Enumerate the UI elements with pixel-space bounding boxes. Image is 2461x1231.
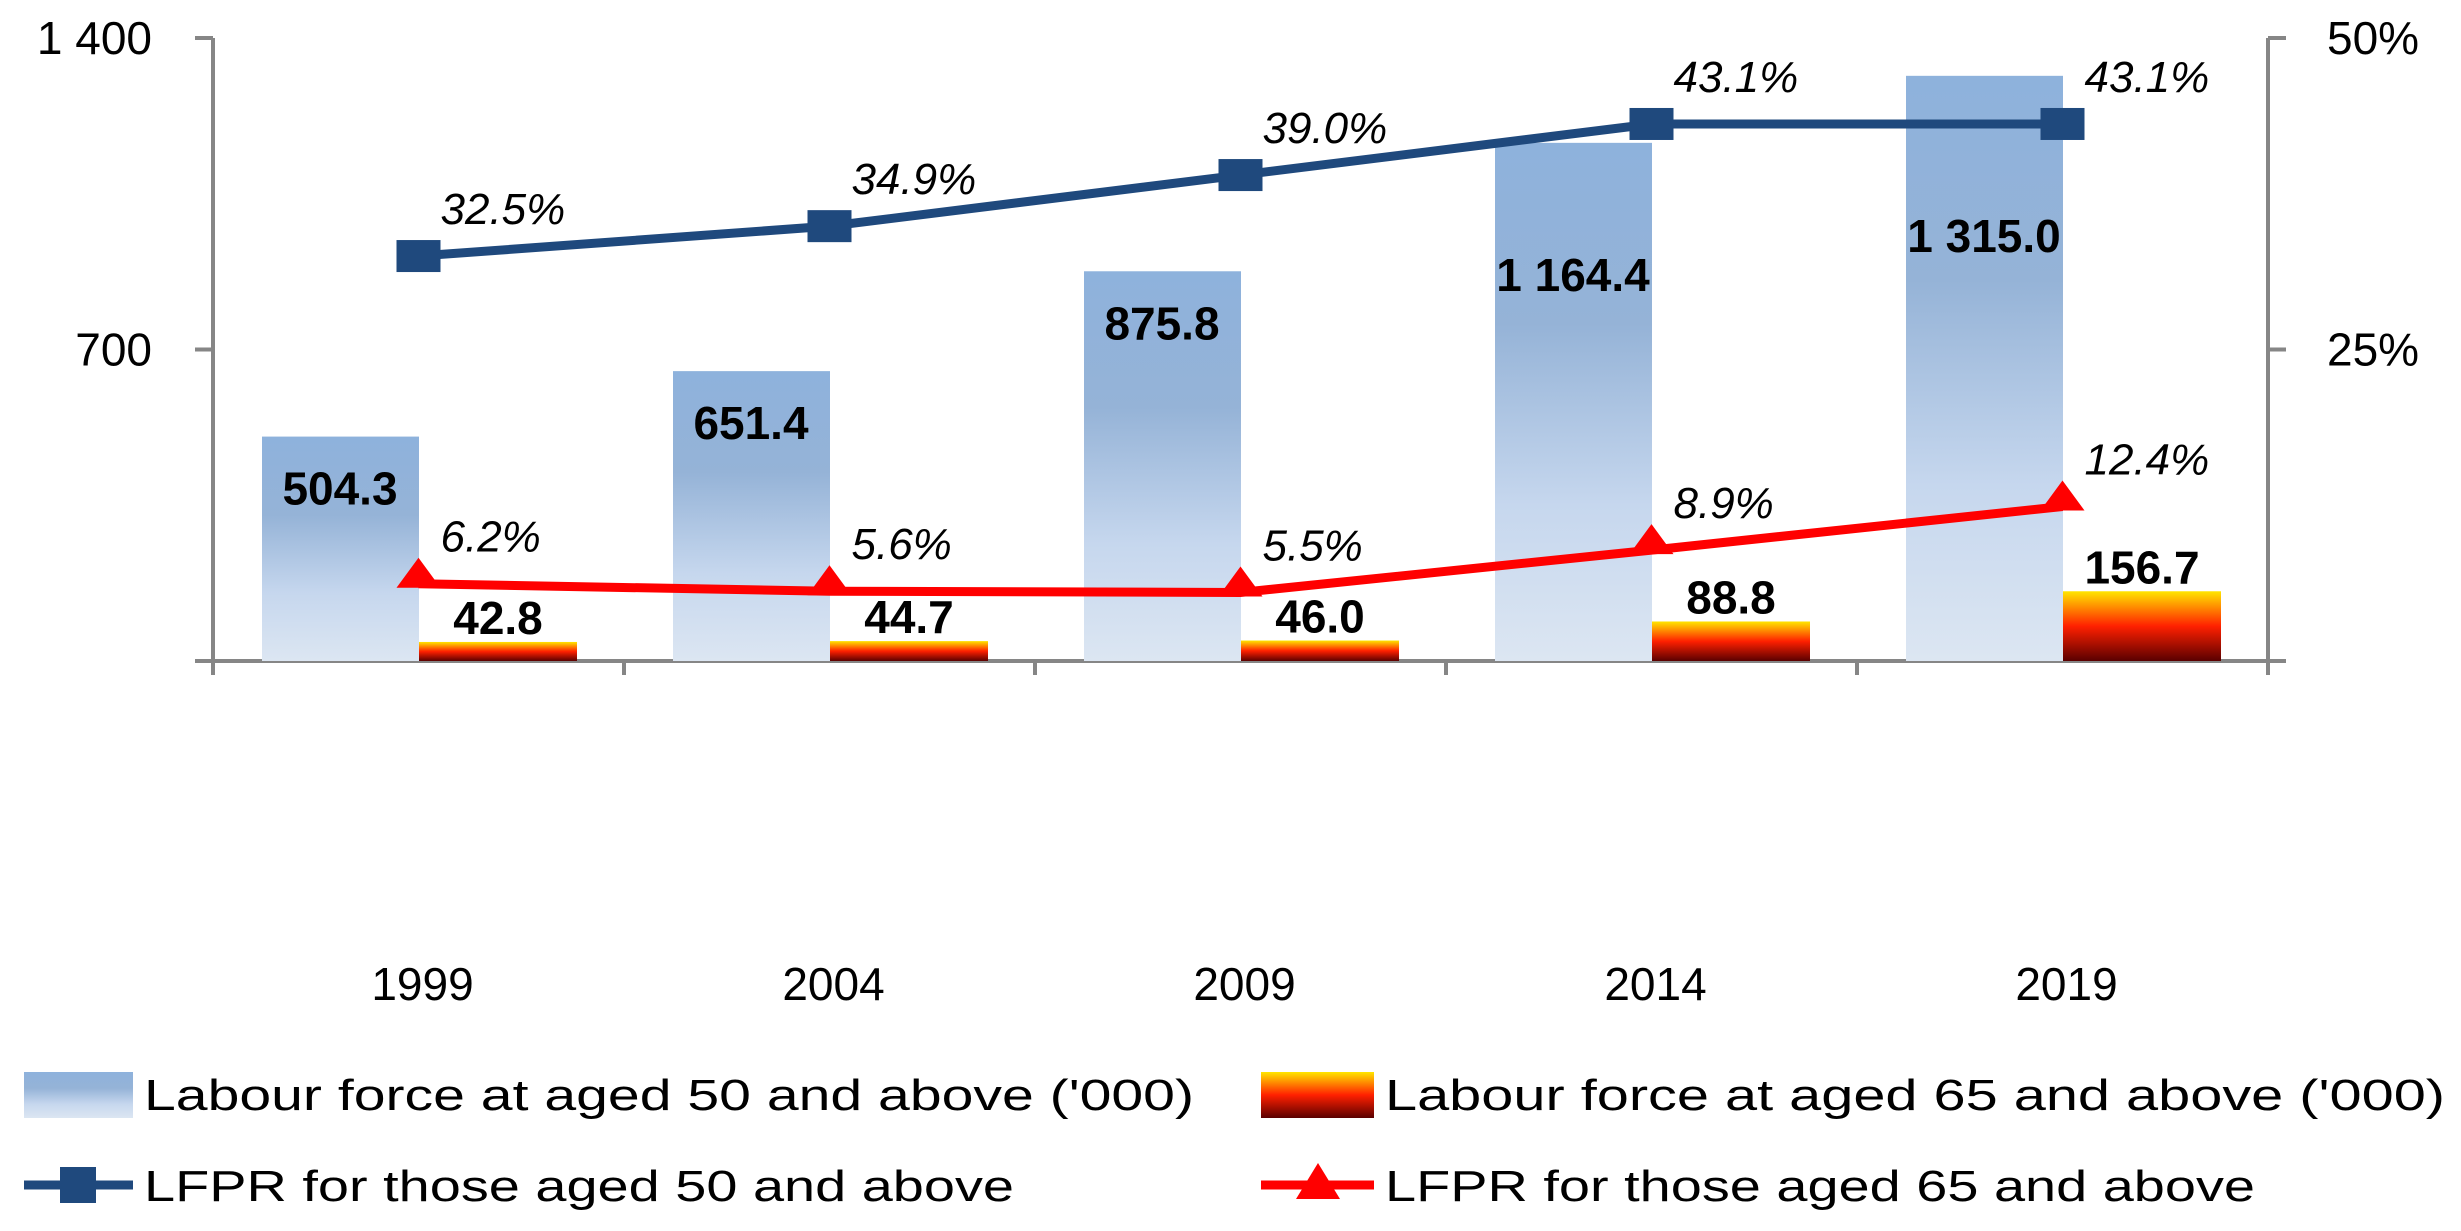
x-axis-tick-label: 2014 (1604, 958, 1706, 1010)
marker-triangle-icon (807, 565, 852, 596)
marker-triangle-icon (1629, 524, 1674, 555)
data-label-lfpr-65: 12.4% (2085, 435, 2210, 484)
data-label-lfpr-65: 6.2% (441, 513, 541, 562)
data-label-labour-force-50: 1 164.4 (1496, 249, 1650, 301)
bar-labour-force-50 (1906, 75, 2063, 661)
data-label-lfpr-65: 5.5% (1263, 521, 1363, 570)
data-label-lfpr-65: 5.6% (852, 520, 952, 569)
legend: Labour force at aged 50 and above ('000)… (24, 1071, 2445, 1211)
marker-triangle-icon (2040, 480, 2085, 511)
bar-labour-force-65 (1241, 640, 1399, 661)
data-label-labour-force-50: 1 315.0 (1907, 210, 2060, 262)
marker-square-icon (807, 210, 852, 243)
data-labels: 504.3 42.8 651.4 44.7 875.8 46.0 1 164.4 88.8 1 … (282, 53, 2209, 644)
legend-marker-triangle-icon (1296, 1163, 1340, 1199)
data-label-labour-force-65: 46.0 (1275, 591, 1365, 643)
data-label-labour-force-65: 88.8 (1686, 571, 1776, 623)
marker-triangle-icon (396, 557, 441, 588)
data-label-lfpr-65: 8.9% (1674, 479, 1774, 528)
bar-labour-force-50 (1495, 142, 1652, 662)
marker-square-icon (396, 240, 441, 273)
left-axis-tick-label: 1 400 (37, 12, 152, 64)
data-label-labour-force-65: 156.7 (2084, 541, 2199, 593)
legend-label-lfpr50: LFPR for those aged 50 and above (144, 1162, 1014, 1211)
legend-marker-square-icon (60, 1167, 96, 1203)
data-label-labour-force-65: 42.8 (453, 592, 543, 644)
bar-labour-force-65 (419, 641, 577, 661)
lines (396, 107, 2085, 597)
bar-labour-force-50 (673, 371, 830, 661)
right-axis-tick-label: 50% (2327, 12, 2419, 64)
data-label-lfpr-50: 32.5% (441, 185, 566, 234)
bar-labour-force-50 (262, 436, 419, 661)
bar-labour-force-65 (830, 641, 988, 661)
x-axis-tick-label: 2019 (2015, 958, 2117, 1010)
data-label-lfpr-50: 43.1% (1674, 53, 1799, 102)
marker-square-icon (1629, 107, 1674, 140)
bars (262, 75, 2221, 662)
x-axis-tick-label: 1999 (371, 958, 473, 1010)
marker-square-icon (1218, 159, 1263, 192)
legend-swatch-lf50 (24, 1072, 133, 1118)
data-label-labour-force-50: 875.8 (1104, 297, 1219, 349)
bar-labour-force-65 (1652, 621, 1810, 661)
data-label-lfpr-50: 39.0% (1263, 104, 1388, 153)
data-label-labour-force-50: 504.3 (282, 463, 397, 515)
marker-triangle-icon (1218, 566, 1263, 597)
marker-square-icon (2040, 107, 2085, 140)
legend-label-lf65: Labour force at aged 65 and above ('000) (1385, 1071, 2445, 1120)
data-label-lfpr-50: 34.9% (852, 155, 977, 204)
legend-label-lf50: Labour force at aged 50 and above ('000) (144, 1071, 1194, 1120)
x-axis-tick-label: 2009 (1193, 958, 1295, 1010)
bar-labour-force-65 (2063, 591, 2221, 661)
data-label-lfpr-50: 43.1% (2085, 53, 2210, 102)
left-axis-tick-label: 700 (75, 324, 152, 376)
data-label-labour-force-50: 651.4 (693, 397, 809, 449)
x-axis-tick-label: 2004 (782, 958, 884, 1010)
legend-swatch-lf65 (1261, 1072, 1374, 1118)
data-label-labour-force-65: 44.7 (864, 591, 954, 643)
right-axis-tick-label: 25% (2327, 324, 2419, 376)
legend-label-lfpr65: LFPR for those aged 65 and above (1385, 1162, 2255, 1211)
